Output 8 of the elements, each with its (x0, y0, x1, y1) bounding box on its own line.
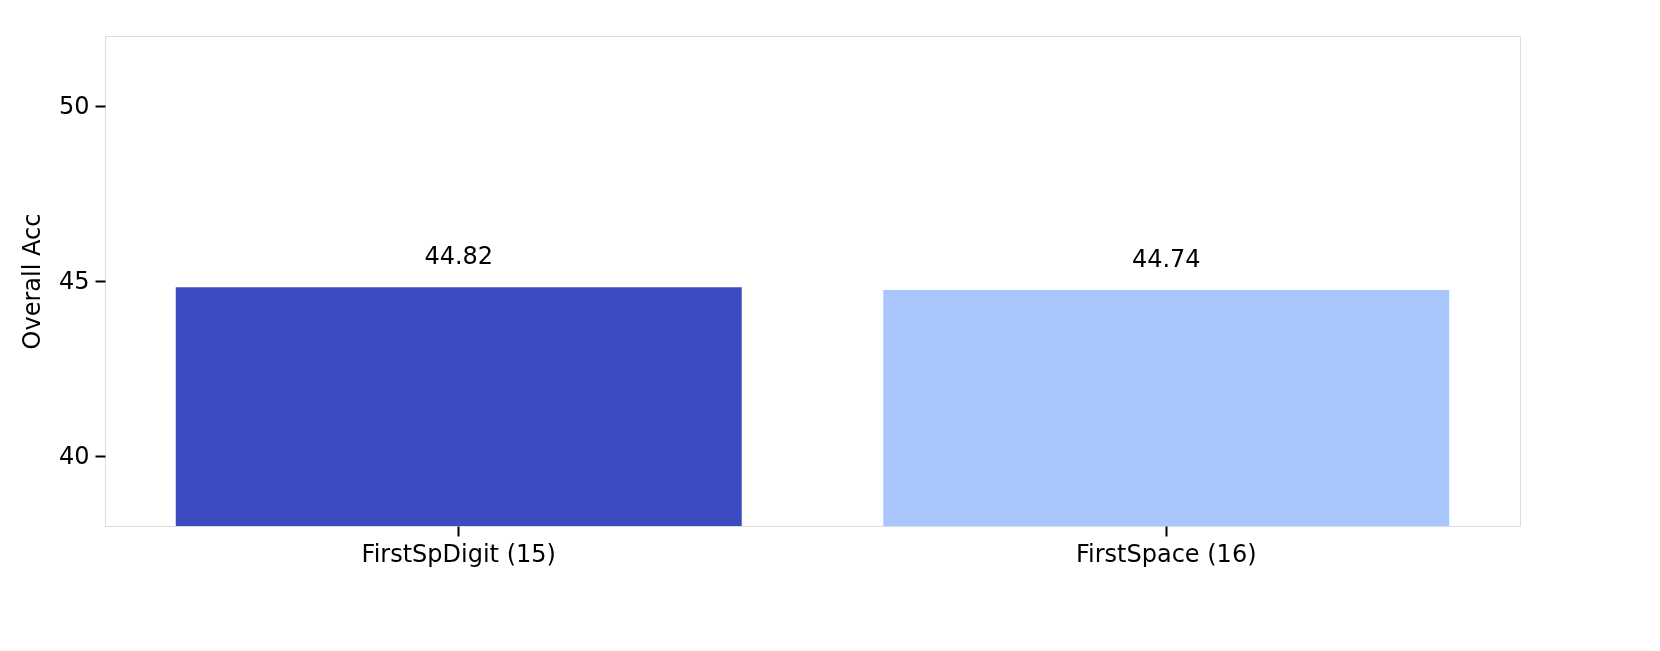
y-tick-label: 45 (58, 266, 90, 295)
y-tick-label: 40 (58, 441, 90, 470)
x-tick-label: FirstSpace (16) (1075, 539, 1257, 568)
y-axis-title: Overall Acc (17, 213, 46, 350)
data-label: 44.82 (424, 242, 494, 271)
x-tick-label: FirstSpDigit (15) (361, 539, 556, 568)
y-tick-label: 50 (58, 91, 90, 120)
data-label: 44.74 (1131, 245, 1201, 274)
